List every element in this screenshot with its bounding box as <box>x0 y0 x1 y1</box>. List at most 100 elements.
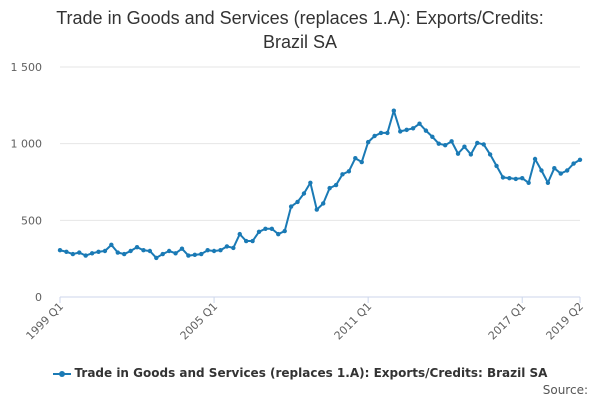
data-point <box>353 156 358 161</box>
data-point <box>558 171 563 176</box>
x-tick-label: 1999 Q1 <box>24 300 67 343</box>
data-point <box>77 250 82 255</box>
y-tick-label: 1 500 <box>11 61 43 74</box>
data-point <box>186 253 191 258</box>
data-point <box>526 180 531 185</box>
data-point <box>160 251 165 257</box>
data-point <box>494 163 499 169</box>
data-point <box>455 151 461 156</box>
data-point <box>179 246 185 251</box>
data-point <box>513 176 519 182</box>
y-tick-label: 0 <box>35 291 42 304</box>
data-point <box>346 169 352 174</box>
data-point <box>288 204 294 209</box>
data-point <box>532 156 538 162</box>
data-point <box>552 166 557 171</box>
data-point <box>520 175 525 181</box>
y-axis-ticks: 0 500 1 000 1 500 <box>11 61 43 304</box>
data-point <box>276 231 281 237</box>
data-point <box>102 248 108 254</box>
chart-title: Trade in Goods and Services (replaces 1.… <box>0 6 600 54</box>
data-point <box>83 253 88 258</box>
data-point <box>385 130 390 136</box>
data-point <box>321 201 326 206</box>
x-tick-label: 2017 Q1 <box>486 300 529 343</box>
data-point <box>70 251 76 257</box>
data-point <box>333 182 339 188</box>
x-tick-label: 2011 Q1 <box>332 300 375 343</box>
data-point <box>475 140 480 146</box>
chart-title-line-2: Brazil SA <box>262 32 338 52</box>
gridlines <box>60 66 580 221</box>
data-point <box>398 129 403 134</box>
data-point <box>199 251 204 257</box>
data-point <box>314 207 319 212</box>
data-point <box>365 139 371 145</box>
data-point <box>308 180 313 185</box>
data-point <box>359 159 364 165</box>
data-point <box>57 248 63 253</box>
source-label: Source: <box>542 383 588 397</box>
data-point <box>282 228 287 234</box>
data-point <box>231 245 236 251</box>
data-point <box>243 238 249 244</box>
data-point <box>237 231 242 237</box>
data-point <box>301 191 307 196</box>
data-point <box>250 238 255 244</box>
plot-area <box>57 108 583 261</box>
data-point <box>507 175 512 181</box>
chart-title-line-1: Trade in Goods and Services (replaces 1.… <box>56 8 544 28</box>
data-point <box>430 134 435 139</box>
data-point <box>539 168 544 173</box>
data-point <box>391 108 397 113</box>
legend-label: Trade in Goods and Services (replaces 1.… <box>74 366 548 380</box>
data-point <box>115 250 120 255</box>
data-point <box>263 226 268 231</box>
x-tick-label: 2019 Q2 <box>544 300 587 343</box>
data-point <box>436 141 441 146</box>
data-point <box>378 130 384 136</box>
data-point <box>404 127 409 133</box>
data-point <box>295 199 300 205</box>
data-point <box>462 144 467 149</box>
data-point <box>423 128 429 133</box>
data-point <box>134 244 140 250</box>
data-point <box>121 251 127 257</box>
x-axis: 1999 Q1 2005 Q1 2011 Q1 2017 Q1 2019 Q2 <box>24 296 587 343</box>
data-point <box>128 248 133 254</box>
data-point <box>96 249 101 254</box>
data-point <box>147 248 153 254</box>
data-point <box>410 126 416 131</box>
legend[interactable]: Trade in Goods and Services (replaces 1.… <box>0 366 600 380</box>
data-point <box>449 139 454 144</box>
data-point <box>173 251 178 256</box>
data-point <box>218 248 223 253</box>
data-point <box>166 248 172 254</box>
data-point <box>481 142 486 147</box>
y-tick-label: 1 000 <box>11 138 43 151</box>
series-line <box>59 109 581 259</box>
data-point <box>64 249 69 254</box>
data-point <box>340 172 345 177</box>
data-point <box>211 248 217 254</box>
data-point <box>500 175 506 180</box>
data-point <box>545 180 551 185</box>
y-tick-label: 500 <box>21 214 42 227</box>
data-point <box>256 229 262 235</box>
data-point <box>372 133 377 139</box>
data-point <box>109 242 114 248</box>
data-point <box>577 157 583 162</box>
data-point <box>269 226 275 231</box>
data-point <box>154 255 159 261</box>
data-point <box>442 143 448 148</box>
data-point <box>205 248 210 253</box>
data-point <box>327 185 332 191</box>
data-point <box>192 252 198 258</box>
data-point <box>571 161 576 166</box>
x-tick-label: 2005 Q1 <box>178 300 221 343</box>
data-point <box>224 244 230 249</box>
data-point <box>468 152 474 157</box>
data-point <box>487 152 493 157</box>
data-point <box>89 251 95 256</box>
